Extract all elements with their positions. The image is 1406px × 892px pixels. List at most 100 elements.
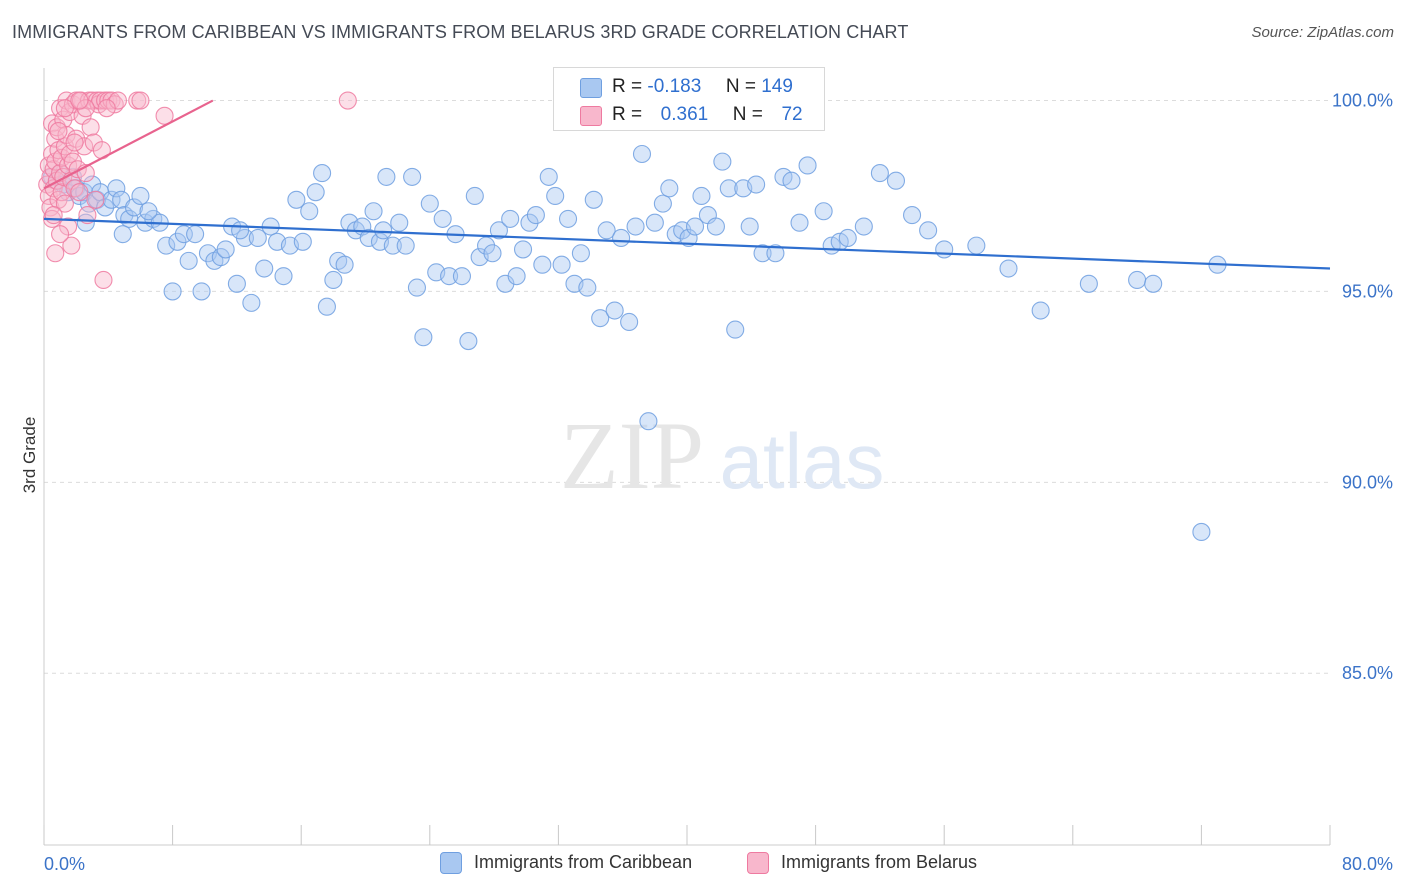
legend-item-belarus[interactable]: Immigrants from Belarus <box>747 852 978 875</box>
data-point <box>477 236 496 255</box>
n-value: 72 <box>781 104 803 125</box>
data-point <box>719 179 738 198</box>
data-point <box>293 232 312 251</box>
trend-line-caribbean <box>43 217 1331 270</box>
data-point <box>70 91 89 110</box>
data-point <box>1079 274 1098 293</box>
legend-label-belarus: Immigrants from Belarus <box>781 852 978 872</box>
data-point <box>605 301 624 320</box>
tick-labels: 85.0% 90.0% 95.0% 100.0% 0.0% 80.0% <box>44 91 1393 874</box>
data-point <box>692 186 711 206</box>
data-point <box>306 183 325 202</box>
data-point <box>591 309 610 328</box>
trend-lines <box>43 99 1331 270</box>
r-label: R = <box>612 76 643 97</box>
data-point <box>552 255 571 274</box>
data-point <box>459 332 478 351</box>
data-point <box>645 213 664 232</box>
data-point <box>870 164 889 183</box>
data-point <box>374 221 393 240</box>
data-point <box>179 251 198 270</box>
data-point <box>679 228 698 248</box>
stats-legend: R = -0.183 N = 149 R = 0.361 N = 72 <box>553 67 825 131</box>
data-point <box>44 206 63 225</box>
data-point <box>747 175 766 194</box>
data-point <box>139 202 158 221</box>
data-point <box>1192 522 1211 541</box>
data-point <box>838 228 857 248</box>
data-point <box>55 194 74 213</box>
data-point <box>967 236 986 255</box>
data-point <box>726 320 745 339</box>
data-point <box>558 209 578 228</box>
legend-item-caribbean[interactable]: Immigrants from Caribbean <box>440 852 692 875</box>
n-label: N = <box>732 104 763 125</box>
stats-row-belarus: R = 0.361 N = 72 <box>554 101 824 129</box>
data-point <box>546 186 565 206</box>
data-point <box>338 91 357 110</box>
data-point <box>70 183 89 202</box>
data-point <box>501 209 520 228</box>
data-point <box>539 167 558 186</box>
axes <box>43 68 1331 846</box>
data-point <box>886 171 906 190</box>
trend-line-belarus <box>43 99 214 190</box>
chart-title: IMMIGRANTS FROM CARIBBEAN VS IMMIGRANTS … <box>12 22 909 42</box>
data-point <box>790 213 809 232</box>
data-point <box>919 221 938 240</box>
legend-swatch-belarus <box>580 106 602 126</box>
y-tick-label: 100.0% <box>1332 91 1393 111</box>
data-point <box>216 240 235 259</box>
data-point <box>620 312 639 332</box>
data-point <box>520 213 539 232</box>
data-point <box>713 152 732 171</box>
data-point <box>359 228 378 248</box>
data-point <box>76 213 95 232</box>
data-point <box>407 278 426 297</box>
data-point <box>335 255 354 274</box>
source-label: Source: ZipAtlas.com <box>1251 24 1394 41</box>
data-point <box>433 209 452 228</box>
data-point <box>96 198 115 217</box>
data-point <box>231 221 250 240</box>
data-point <box>782 171 801 190</box>
data-point <box>612 228 631 248</box>
data-point <box>317 297 336 316</box>
data-point <box>62 236 81 255</box>
data-point <box>131 91 150 110</box>
n-value: 149 <box>761 76 793 97</box>
data-point <box>420 194 439 213</box>
data-point <box>102 190 121 209</box>
data-point <box>1031 301 1050 320</box>
data-point <box>403 167 422 186</box>
data-point <box>526 206 545 225</box>
data-point <box>113 225 132 244</box>
data-point <box>584 190 603 209</box>
data-point <box>274 267 293 286</box>
data-point <box>324 270 343 290</box>
data-point <box>489 221 508 240</box>
data-point <box>533 255 552 274</box>
data-point <box>168 232 187 251</box>
data-point <box>227 274 246 293</box>
data-point <box>155 106 174 125</box>
y-tick-label: 85.0% <box>1342 663 1393 683</box>
r-value: -0.183 <box>647 76 702 97</box>
data-point <box>483 244 502 263</box>
data-point <box>597 221 616 240</box>
data-point <box>578 278 597 297</box>
data-point <box>364 202 383 221</box>
data-point <box>242 293 261 312</box>
stats-row-caribbean: R = -0.183 N = 149 <box>554 73 824 101</box>
data-point <box>86 190 105 209</box>
data-point <box>157 236 176 255</box>
data-point <box>740 217 759 236</box>
data-point <box>76 99 95 118</box>
data-point <box>81 118 100 137</box>
y-tick-label: 90.0% <box>1342 472 1393 492</box>
data-point <box>571 244 590 263</box>
data-point <box>465 186 484 206</box>
data-point <box>798 156 817 175</box>
watermark-zip: ZIP <box>560 402 704 509</box>
data-point <box>46 244 65 263</box>
